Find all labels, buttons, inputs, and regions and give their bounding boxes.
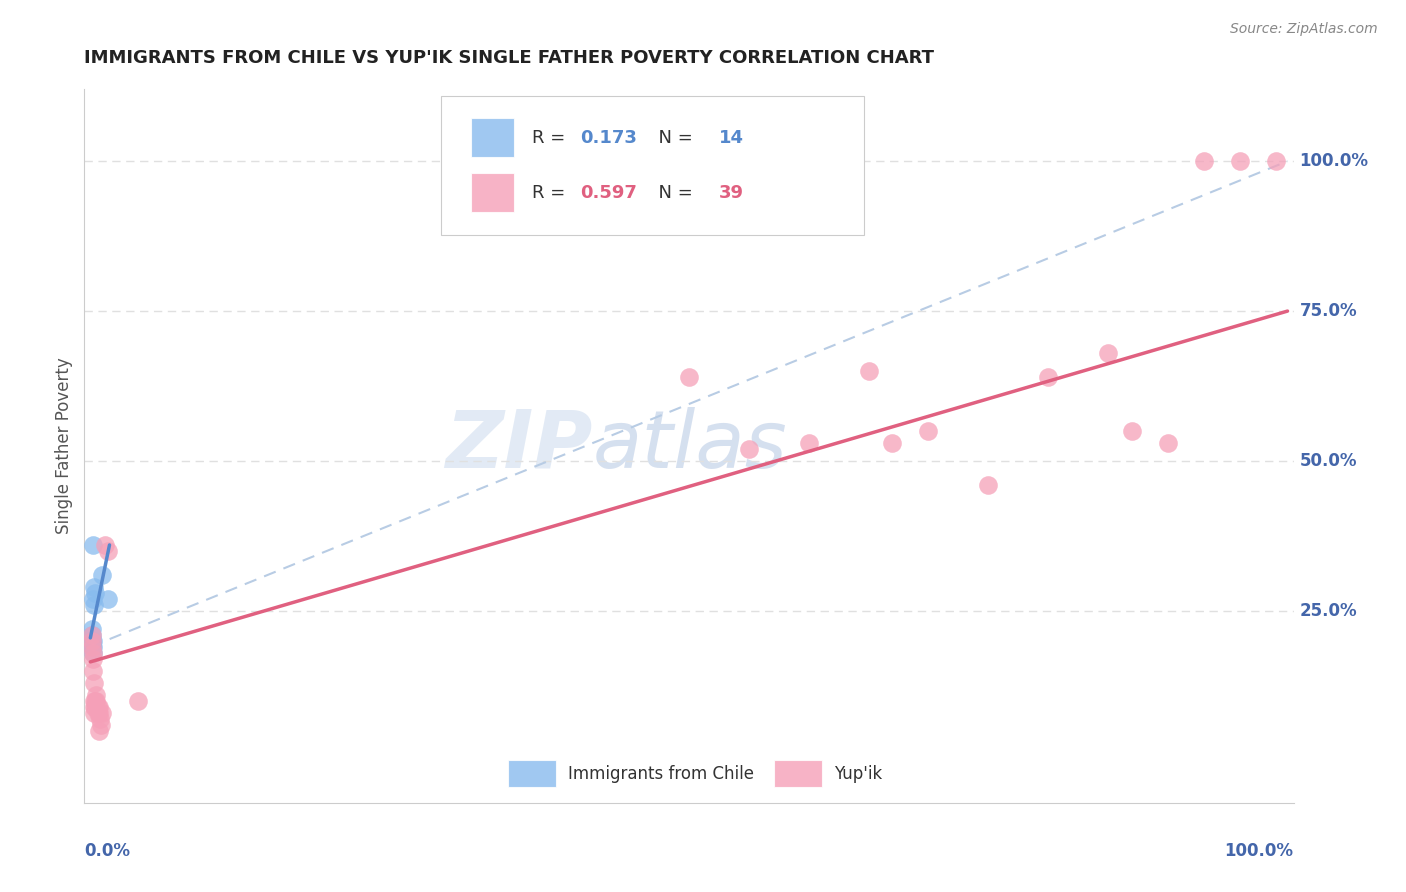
Point (87, 699, 110, 714)
Point (977, 478, 1000, 492)
Text: N =: N = (647, 184, 699, 202)
Text: 100.0%: 100.0% (1299, 153, 1368, 170)
Point (87, 723, 110, 738)
Point (97, 591, 120, 606)
Point (678, 370, 700, 384)
Bar (471, 118, 513, 157)
Point (83, 580, 105, 594)
Point (80, 622, 103, 636)
Text: Immigrants from Chile: Immigrants from Chile (568, 765, 754, 783)
Text: 39: 39 (720, 184, 744, 202)
Point (127, 694, 149, 708)
Text: Source: ZipAtlas.com: Source: ZipAtlas.com (1230, 22, 1378, 37)
Text: R =: R = (531, 128, 571, 146)
Point (83, 598, 105, 612)
Point (87, 706, 110, 720)
Point (83, 699, 105, 714)
Point (93, 538, 115, 552)
Point (83, 706, 105, 720)
Point (1229, 154, 1251, 169)
Point (80, 628, 103, 642)
Point (83, 694, 105, 708)
Text: 0.597: 0.597 (581, 184, 637, 202)
Point (82, 646, 104, 660)
Point (917, 424, 939, 438)
Point (1157, 436, 1180, 450)
Text: atlas: atlas (592, 407, 787, 485)
Point (882, 436, 904, 450)
Text: IMMIGRANTS FROM CHILE VS YUP'IK SINGLE FATHER POVERTY CORRELATION CHART: IMMIGRANTS FROM CHILE VS YUP'IK SINGLE F… (84, 49, 935, 67)
Point (90, 718, 112, 732)
Point (91, 568, 114, 582)
Text: 25.0%: 25.0% (1299, 602, 1357, 620)
Text: 0.0%: 0.0% (84, 842, 131, 860)
Bar (508, 760, 555, 787)
Text: N =: N = (647, 128, 699, 146)
Point (80, 633, 103, 648)
Point (84, 586, 107, 600)
Text: 75.0%: 75.0% (1299, 302, 1357, 320)
Point (82, 633, 104, 648)
Point (86, 694, 108, 708)
Point (97, 544, 120, 558)
Point (80, 628, 103, 642)
Point (86, 699, 108, 714)
Point (1192, 154, 1215, 169)
Point (84, 699, 107, 714)
Point (89, 712, 111, 726)
Point (1264, 154, 1286, 169)
Text: 0.173: 0.173 (581, 128, 637, 146)
Point (82, 652, 104, 666)
Point (84, 694, 107, 708)
Text: 50.0%: 50.0% (1299, 452, 1357, 470)
Point (91, 706, 114, 720)
Point (83, 676, 105, 690)
Text: 100.0%: 100.0% (1225, 842, 1294, 860)
Point (82, 591, 104, 606)
Point (797, 436, 820, 450)
Point (82, 646, 104, 660)
FancyBboxPatch shape (441, 96, 865, 235)
Point (1097, 346, 1119, 360)
Text: ZIP: ZIP (444, 407, 592, 485)
Point (82, 640, 104, 654)
Point (82, 664, 104, 678)
Point (80, 640, 103, 654)
Point (80, 633, 103, 648)
Point (82, 538, 104, 552)
Y-axis label: Single Father Poverty: Single Father Poverty (55, 358, 73, 534)
Bar (773, 760, 823, 787)
Point (86, 706, 108, 720)
Point (1121, 424, 1143, 438)
Point (80, 640, 103, 654)
Text: R =: R = (531, 184, 571, 202)
Point (1036, 370, 1059, 384)
Text: 14: 14 (720, 128, 744, 146)
Text: Yup'ik: Yup'ik (834, 765, 883, 783)
Bar (471, 173, 513, 212)
Point (858, 364, 880, 378)
Point (738, 442, 761, 456)
Point (86, 688, 108, 702)
